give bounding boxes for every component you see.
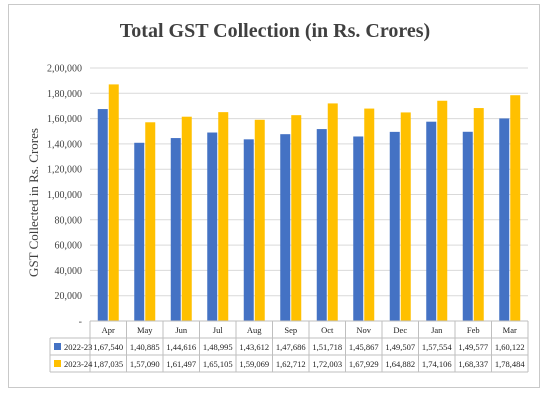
data-label: 1,68,337 bbox=[458, 359, 488, 369]
y-tick-label: 1,40,000 bbox=[47, 139, 82, 150]
data-label: 1,74,106 bbox=[422, 359, 452, 369]
x-tick-label: Sep bbox=[284, 325, 297, 335]
data-label: 1,61,497 bbox=[166, 359, 196, 369]
x-tick-label: Jan bbox=[431, 325, 443, 335]
bar-2023-24-Apr bbox=[108, 84, 119, 321]
bar-2022-23-May bbox=[134, 142, 145, 321]
data-label: 1,64,882 bbox=[385, 359, 415, 369]
data-label: 1,51,718 bbox=[312, 342, 342, 352]
data-label: 1,59,069 bbox=[239, 359, 269, 369]
x-tick-label: Feb bbox=[467, 325, 480, 335]
y-tick-label: 20,000 bbox=[55, 291, 83, 302]
x-tick-label: Nov bbox=[356, 325, 371, 335]
bar-2023-24-May bbox=[145, 122, 156, 321]
data-label: 1,49,507 bbox=[385, 342, 415, 352]
y-tick-label: 1,80,000 bbox=[47, 89, 82, 100]
bar-2023-24-Nov bbox=[364, 108, 375, 321]
bar-2022-23-Sep bbox=[280, 134, 291, 321]
data-label: 1,49,577 bbox=[458, 342, 488, 352]
data-label: 1,67,929 bbox=[349, 359, 379, 369]
legend-label-2023-24: 2023-24 bbox=[64, 359, 93, 369]
legend-swatch-2023-24 bbox=[54, 360, 61, 367]
data-label: 1,65,105 bbox=[203, 359, 233, 369]
chart-title: Total GST Collection (in Rs. Crores) bbox=[119, 20, 431, 42]
bar-2022-23-Mar bbox=[499, 118, 510, 321]
bar-2023-24-Jan bbox=[437, 100, 448, 321]
data-label: 1,62,712 bbox=[276, 359, 306, 369]
legend-swatch-2022-23 bbox=[54, 343, 61, 350]
bar-2022-23-Oct bbox=[316, 129, 327, 321]
bar-2022-23-Jan bbox=[426, 121, 437, 322]
data-label: 1,47,686 bbox=[276, 342, 306, 352]
y-tick-label: 2,00,000 bbox=[47, 64, 82, 75]
bar-2022-23-Jun bbox=[170, 138, 181, 321]
bar-2022-23-Nov bbox=[353, 136, 364, 321]
data-label: 1,87,035 bbox=[93, 359, 123, 369]
bar-2023-24-Aug bbox=[254, 119, 265, 322]
bar-2022-23-Feb bbox=[462, 131, 473, 321]
y-tick-label: 60,000 bbox=[55, 241, 83, 252]
bar-2023-24-Sep bbox=[291, 115, 302, 322]
bar-2023-24-Dec bbox=[400, 112, 411, 321]
data-label: 1,57,090 bbox=[130, 359, 160, 369]
data-label: 1,45,867 bbox=[349, 342, 379, 352]
x-tick-label: Mar bbox=[503, 325, 517, 335]
x-tick-label: Aug bbox=[247, 325, 262, 335]
bar-2022-23-Jul bbox=[207, 132, 218, 321]
bar-2023-24-Jun bbox=[181, 116, 192, 321]
bar-2022-23-Apr bbox=[97, 109, 108, 322]
y-tick-label: - bbox=[79, 317, 82, 328]
data-label: 1,72,003 bbox=[312, 359, 342, 369]
data-label: 1,60,122 bbox=[495, 342, 525, 352]
data-label: 1,57,554 bbox=[422, 342, 453, 352]
legend-label-2022-23: 2022-23 bbox=[64, 342, 92, 352]
x-tick-label: Dec bbox=[393, 325, 407, 335]
bar-2023-24-Oct bbox=[327, 103, 338, 322]
x-tick-label: Jun bbox=[175, 325, 188, 335]
data-label: 1,48,995 bbox=[203, 342, 233, 352]
y-tick-label: 1,60,000 bbox=[47, 114, 82, 125]
x-tick-label: Apr bbox=[102, 325, 115, 335]
x-tick-label: May bbox=[137, 325, 153, 335]
x-tick-label: Oct bbox=[321, 325, 334, 335]
data-label: 1,43,612 bbox=[239, 342, 269, 352]
y-tick-label: 80,000 bbox=[55, 215, 83, 226]
data-label: 1,44,616 bbox=[166, 342, 196, 352]
y-tick-label: 1,20,000 bbox=[47, 165, 82, 176]
data-label: 1,67,540 bbox=[93, 342, 123, 352]
data-label: 1,78,484 bbox=[495, 359, 526, 369]
y-axis-label: GST Collected in Rs. Crores bbox=[26, 128, 41, 277]
x-tick-label: Jul bbox=[213, 325, 224, 335]
data-label: 1,40,885 bbox=[130, 342, 160, 352]
y-tick-label: 40,000 bbox=[55, 266, 83, 277]
y-tick-label: 1,00,000 bbox=[47, 190, 82, 201]
bar-2023-24-Mar bbox=[510, 95, 521, 321]
bar-2022-23-Dec bbox=[389, 131, 400, 321]
bar-2023-24-Feb bbox=[473, 108, 484, 321]
bar-2023-24-Jul bbox=[218, 112, 229, 321]
bar-2022-23-Aug bbox=[243, 139, 254, 321]
